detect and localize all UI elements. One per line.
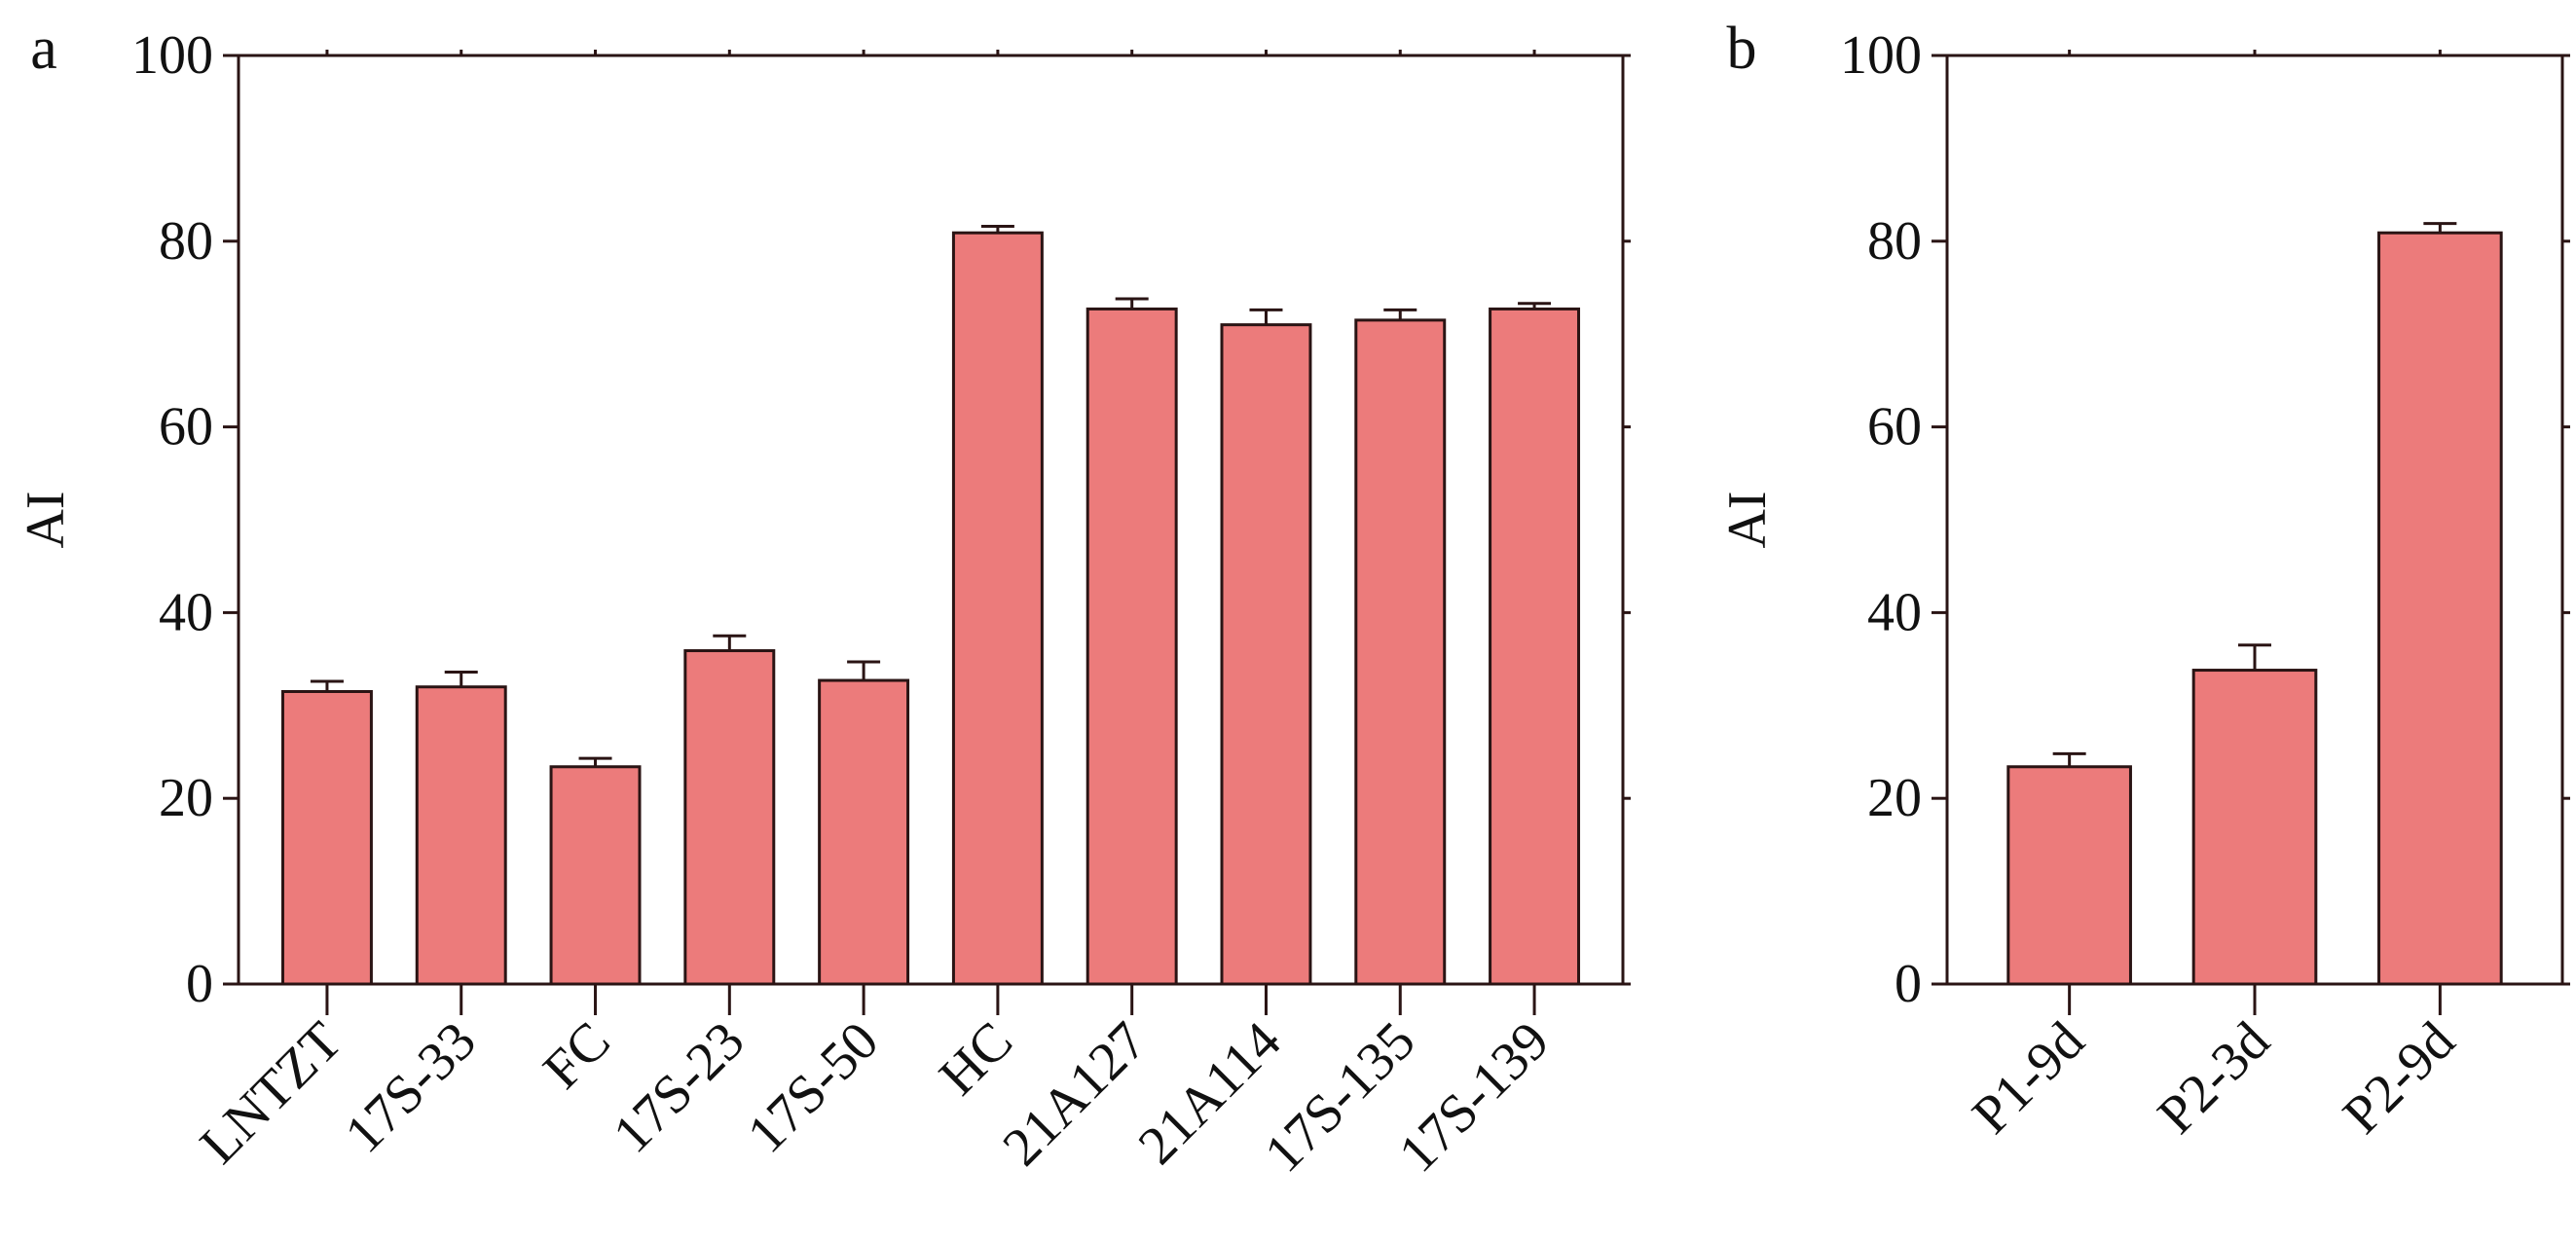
bar — [415, 685, 507, 986]
y-tick-label: 80 — [1867, 211, 1922, 272]
x-tick-label: 17S-23 — [602, 1010, 755, 1164]
bar — [1220, 323, 1312, 986]
x-tick-label: 17S-139 — [1387, 1010, 1561, 1184]
y-tick-label: 100 — [1840, 25, 1922, 86]
y-tick-label: 0 — [1895, 954, 1922, 1014]
x-tick-label: 17S-50 — [736, 1010, 890, 1164]
bar — [951, 231, 1044, 986]
x-tick-label: P2-9d — [2332, 1010, 2466, 1145]
x-tick-label: P1-9d — [1961, 1010, 2095, 1145]
y-axis-label: AI — [1717, 491, 1778, 548]
y-tick-label: 80 — [159, 211, 213, 272]
plot-frame — [1945, 54, 2564, 986]
bar — [2191, 669, 2318, 986]
plot-frame — [237, 54, 1625, 986]
x-tick-label: LNTZT — [189, 1010, 353, 1175]
bar — [549, 765, 642, 986]
x-tick-label: P2-3d — [2147, 1010, 2281, 1145]
bar — [1086, 307, 1178, 986]
y-axis-label: AI — [16, 491, 76, 548]
y-tick-label: 40 — [1867, 582, 1922, 642]
y-tick-label: 60 — [159, 397, 213, 457]
y-tick-label: 60 — [1867, 397, 1922, 457]
y-tick-label: 0 — [186, 954, 213, 1014]
x-tick-label: HC — [928, 1010, 1024, 1107]
bar — [2006, 765, 2132, 986]
bar — [2377, 231, 2503, 986]
y-tick-label: 20 — [159, 768, 213, 828]
bar — [280, 689, 373, 986]
y-tick-label: 20 — [1867, 768, 1922, 828]
x-tick-label: 17S-33 — [334, 1010, 488, 1164]
bar — [1354, 318, 1447, 986]
panel-label: b — [1727, 16, 1757, 82]
y-tick-label: 100 — [131, 25, 213, 86]
x-tick-label: 17S-135 — [1253, 1010, 1426, 1184]
bar — [818, 678, 910, 986]
chart-panel: b AI 0 20 40 60 80 100 P1-9d P2-3d P2-9d — [1717, 16, 2570, 1146]
bar — [683, 649, 776, 986]
y-tick-label: 40 — [159, 582, 213, 642]
x-tick-label: 21A127 — [991, 1010, 1158, 1177]
panel-label: a — [30, 16, 57, 82]
bar — [1489, 307, 1581, 986]
x-tick-label: FC — [532, 1010, 621, 1100]
